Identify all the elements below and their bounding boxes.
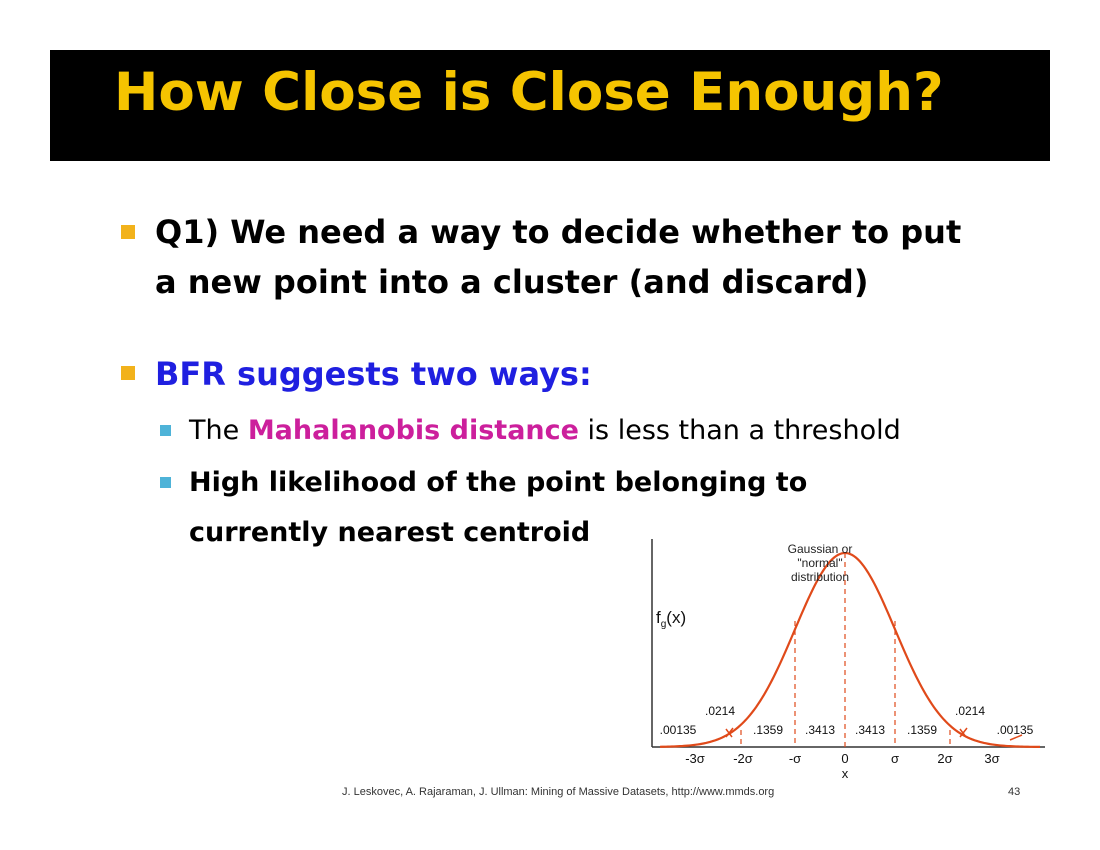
region-label-right-tail: .00135 — [997, 723, 1034, 737]
footer-citation: J. Leskovec, A. Rajaraman, J. Ullman: Mi… — [342, 786, 775, 798]
tick-minus-2sigma: -2σ — [733, 751, 753, 766]
gaussian-curve — [659, 551, 1041, 748]
sub-bullet-marker — [160, 477, 171, 488]
gaussian-figure: Gaussian or "normal" distribution fg(x) … — [651, 539, 1045, 781]
bullet-marker — [121, 225, 135, 239]
sub-bullet-1-prefix: The — [189, 415, 248, 446]
tick-minus-3sigma: -3σ — [685, 751, 705, 766]
region-label-left-2: .1359 — [753, 723, 783, 737]
region-label-left-1: .3413 — [805, 723, 835, 737]
slide-title: How Close is Close Enough? — [114, 62, 944, 123]
tail-pointer-far-right — [1009, 734, 1023, 741]
tick-2sigma: 2σ — [937, 751, 952, 766]
curve-label-1: Gaussian or — [788, 542, 853, 556]
bullet-marker — [121, 366, 135, 380]
title-bar: How Close is Close Enough? — [50, 50, 1050, 161]
tick-minus-sigma: -σ — [789, 751, 801, 766]
tail-label-right: .0214 — [955, 704, 985, 718]
curve-label-3: distribution — [791, 570, 849, 584]
curve-label-2: "normal" — [797, 556, 842, 570]
sub-bullet-marker — [160, 425, 171, 436]
page-number: 43 — [1008, 786, 1021, 798]
bullet-2-text: BFR suggests two ways: — [155, 355, 592, 393]
sub-bullet-2-line-1: High likelihood of the point belonging t… — [189, 467, 808, 498]
bullet-1-line-1: Q1) We need a way to decide whether to p… — [155, 213, 962, 251]
tick-sigma: σ — [891, 751, 899, 766]
sub-bullet-1: The Mahalanobis distance is less than a … — [189, 411, 901, 451]
sigma-dividers — [740, 553, 951, 747]
sub-bullet-1-suffix: is less than a threshold — [578, 415, 901, 446]
bullet-1-line-2: a new point into a cluster (and discard) — [155, 263, 869, 301]
tick-zero: 0 — [841, 751, 848, 766]
y-axis-label: fg(x) — [656, 608, 686, 630]
x-axis-label: x — [842, 766, 849, 781]
tick-3sigma: 3σ — [984, 751, 999, 766]
tail-pointer-right — [959, 727, 968, 738]
region-label-right-1: .3413 — [855, 723, 885, 737]
sub-bullet-2-line-2: currently nearest centroid — [189, 517, 591, 548]
region-label-right-2: .1359 — [907, 723, 937, 737]
region-label-left-tail: .00135 — [660, 723, 697, 737]
tail-pointer-left — [725, 727, 734, 738]
tail-label-left: .0214 — [705, 704, 735, 718]
mahalanobis-highlight: Mahalanobis distance — [247, 415, 579, 446]
